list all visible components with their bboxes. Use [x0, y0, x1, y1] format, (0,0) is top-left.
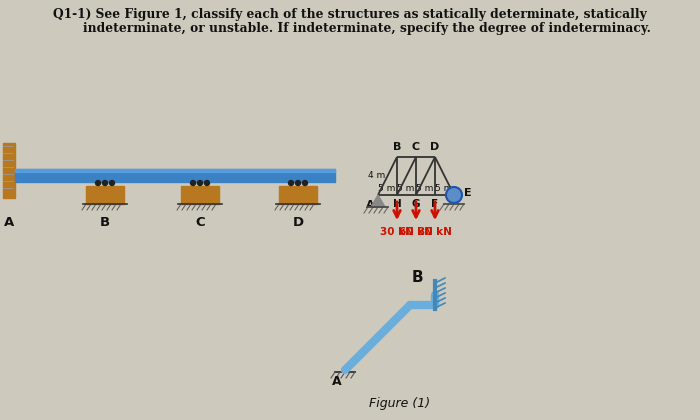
Circle shape — [288, 181, 293, 186]
Text: B: B — [100, 216, 110, 229]
Text: 5 m: 5 m — [416, 184, 434, 193]
Text: C: C — [195, 216, 205, 229]
Text: 5 m: 5 m — [398, 184, 414, 193]
Text: 5 m: 5 m — [435, 184, 453, 193]
Text: E: E — [464, 188, 472, 198]
Text: A: A — [4, 216, 14, 229]
Text: 5 m: 5 m — [378, 184, 395, 193]
Circle shape — [197, 181, 202, 186]
Text: 30 kN: 30 kN — [418, 227, 452, 237]
Text: B: B — [393, 142, 401, 152]
Text: Q1-1) See Figure 1, classify each of the structures as statically determinate, s: Q1-1) See Figure 1, classify each of the… — [53, 8, 647, 21]
Bar — [15, 169, 335, 172]
Circle shape — [102, 181, 108, 186]
Text: G: G — [412, 199, 420, 209]
Circle shape — [190, 181, 195, 186]
Text: C: C — [412, 142, 420, 152]
Bar — [3, 143, 15, 198]
Circle shape — [295, 181, 300, 186]
Bar — [15, 169, 335, 182]
Circle shape — [204, 181, 209, 186]
Text: F: F — [431, 199, 439, 209]
Text: D: D — [430, 142, 440, 152]
Bar — [86, 186, 124, 204]
Text: indeterminate, or unstable. If indeterminate, specify the degree of indeterminac: indeterminate, or unstable. If indetermi… — [49, 22, 651, 35]
Text: 30 kN: 30 kN — [380, 227, 414, 237]
Circle shape — [95, 181, 101, 186]
Text: B: B — [411, 270, 423, 285]
Text: 60 kN: 60 kN — [399, 227, 433, 237]
Circle shape — [302, 181, 307, 186]
Text: H: H — [393, 199, 401, 209]
Text: 4 m: 4 m — [368, 171, 386, 181]
Text: D: D — [293, 216, 304, 229]
Bar — [279, 186, 317, 204]
Circle shape — [446, 187, 462, 203]
Polygon shape — [371, 195, 385, 207]
Bar — [181, 186, 219, 204]
Text: Figure (1): Figure (1) — [370, 397, 430, 410]
Text: A: A — [332, 375, 342, 388]
Text: A: A — [366, 200, 375, 210]
Circle shape — [109, 181, 115, 186]
